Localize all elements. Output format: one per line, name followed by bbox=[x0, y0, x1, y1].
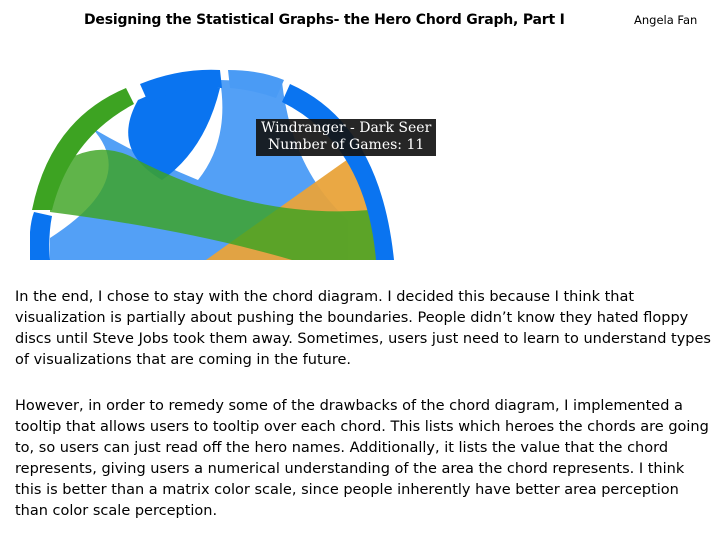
author-name: Angela Fan bbox=[634, 13, 698, 27]
arc-blue-top[interactable] bbox=[140, 69, 222, 102]
chord-green[interactable] bbox=[50, 149, 382, 260]
chord-diagram[interactable] bbox=[30, 60, 400, 260]
tooltip-game-count: Number of Games: 11 bbox=[268, 137, 425, 153]
arc-green-left[interactable] bbox=[32, 88, 134, 210]
arc-blue-mid[interactable] bbox=[228, 70, 284, 98]
page-title: Designing the Statistical Graphs- the He… bbox=[84, 12, 565, 28]
tooltip-hero-pair: Windranger - Dark Seer bbox=[261, 120, 432, 136]
paragraph-chord-choice: In the end, I chose to stay with the cho… bbox=[15, 289, 711, 368]
arc-blue-left-low[interactable] bbox=[30, 212, 52, 260]
chord-tooltip: Windranger - Dark Seer Number of Games: … bbox=[256, 119, 437, 156]
paragraph-tooltip-remedy: However, in order to remedy some of the … bbox=[15, 398, 709, 519]
chord-blue-inner[interactable] bbox=[128, 85, 220, 180]
